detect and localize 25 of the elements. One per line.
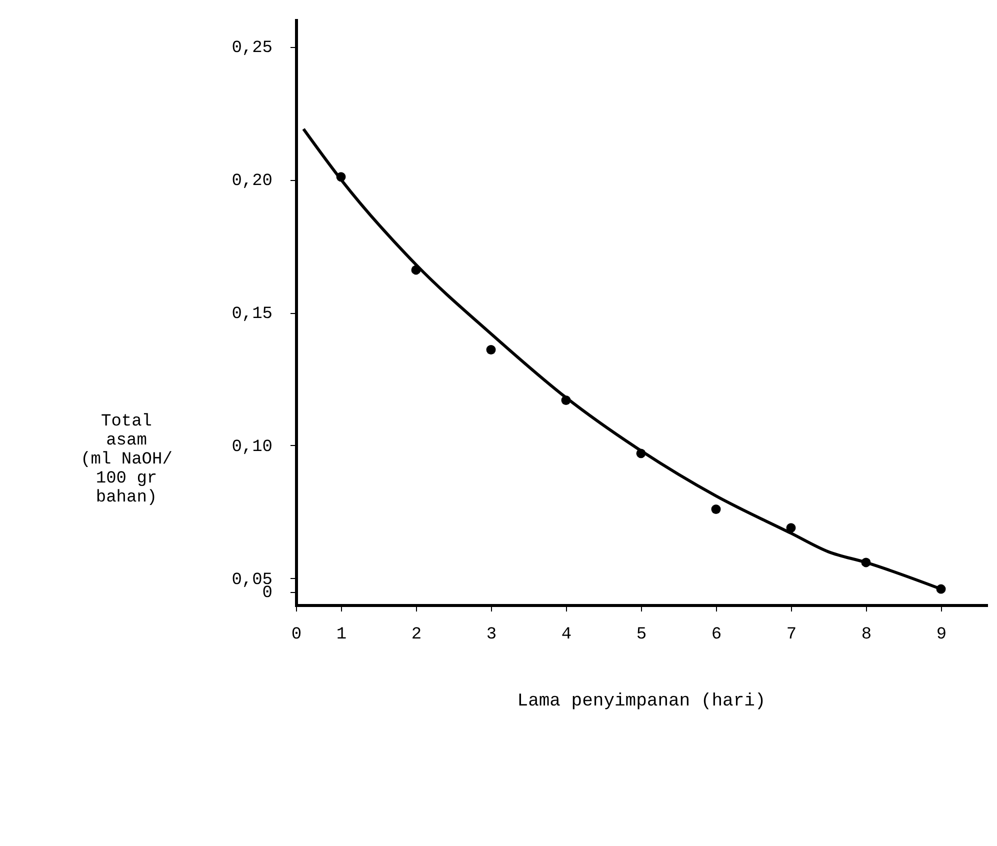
point [561, 396, 571, 405]
x-tick-label: 6 [711, 626, 722, 644]
y-tick-label: 0,10 [232, 438, 272, 457]
point [486, 344, 496, 354]
point [936, 584, 946, 594]
x-tick-label: 2 [411, 626, 422, 644]
y-tick-label: 0,15 [232, 305, 272, 324]
point [861, 558, 871, 568]
x-tick-label: 3 [486, 626, 497, 644]
x-tick-label: 4 [561, 626, 572, 644]
point [786, 523, 796, 533]
x-tick-label: 7 [786, 626, 797, 644]
x-axis-title: Lama penyimpanan (hari) [517, 692, 766, 712]
point [636, 448, 646, 458]
y-axis-title: Total asam (ml NaOH/ 100 gr bahan) [80, 412, 172, 508]
point [336, 172, 346, 182]
point [711, 504, 721, 514]
x-tick-label: 1 [336, 626, 347, 644]
x-tick-label: 0 [291, 626, 302, 644]
y-tick-label: 0,20 [232, 172, 272, 192]
x-tick-label: 9 [936, 626, 947, 644]
x-tick-label: 8 [861, 626, 872, 644]
y-tick-label: 0,25 [232, 39, 272, 58]
x-tick-label: 5 [636, 626, 647, 644]
point [411, 265, 421, 275]
